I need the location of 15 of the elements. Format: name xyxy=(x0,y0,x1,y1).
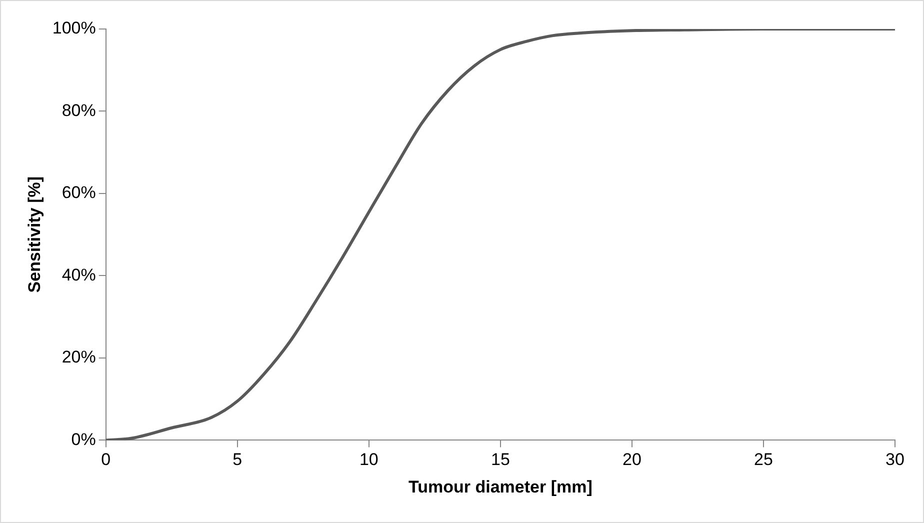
x-tick-label: 10 xyxy=(359,450,378,470)
x-tick-label: 30 xyxy=(886,450,904,470)
x-tick-label: 25 xyxy=(754,450,773,470)
x-tick-label: 5 xyxy=(232,450,242,470)
y-tick-label: 0% xyxy=(71,430,96,449)
y-tick-label: 100% xyxy=(52,18,96,38)
y-axis-title: Sensitivity [%] xyxy=(24,176,44,293)
x-axis-title: Tumour diameter [mm] xyxy=(408,477,592,496)
y-tick-label: 60% xyxy=(62,183,96,202)
x-tick-label: 0 xyxy=(101,450,111,470)
x-tick-label: 15 xyxy=(490,450,510,470)
y-tick-label: 20% xyxy=(62,348,96,367)
x-tick-label: 20 xyxy=(622,450,642,470)
y-tick-label: 80% xyxy=(62,100,96,120)
y-tick-label: 40% xyxy=(62,265,96,284)
